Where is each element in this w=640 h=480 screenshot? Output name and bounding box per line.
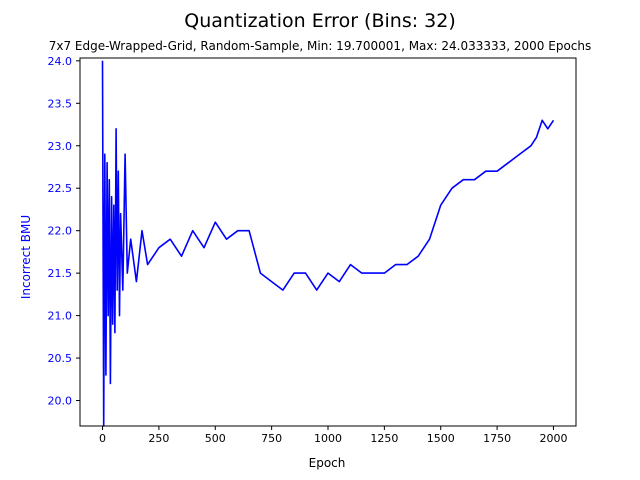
y-tick-label: 22.5 [48, 182, 73, 195]
y-tick-label: 21.5 [48, 267, 73, 280]
x-tick-label: 750 [261, 432, 282, 445]
y-tick-label: 23.0 [48, 140, 73, 153]
y-tick-label: 20.0 [48, 395, 73, 408]
axis-ticks: 0 250 500 750 1000 1250 1500 1750 2000 20.0 20.5 21… [48, 55, 568, 445]
chart-title: Quantization Error (Bins: 32) [184, 10, 456, 32]
y-axis-label: Incorrect BMU [19, 215, 33, 299]
x-axis-label: Epoch [309, 456, 346, 470]
x-tick-label: 1500 [427, 432, 455, 445]
x-tick-label: 500 [205, 432, 226, 445]
plot-area: 0 250 500 750 1000 1250 1500 1750 2000 20.0 20.5 21… [48, 55, 577, 445]
series-line-incorrect-bmu [101, 60, 555, 427]
x-tick-label: 2000 [539, 432, 567, 445]
x-tick-label: 1750 [483, 432, 511, 445]
y-tick-label: 24.0 [48, 55, 73, 68]
x-tick-label: 1000 [314, 432, 342, 445]
axes-frame [79, 57, 577, 427]
y-tick-label: 22.0 [48, 225, 73, 238]
x-tick-label: 0 [99, 432, 106, 445]
x-tick-label: 250 [148, 432, 169, 445]
y-tick-label: 20.5 [48, 352, 73, 365]
chart-subtitle: 7x7 Edge-Wrapped-Grid, Random-Sample, Mi… [49, 39, 592, 53]
y-tick-label: 21.0 [48, 310, 73, 323]
y-tick-label: 23.5 [48, 97, 73, 110]
x-tick-label: 1250 [370, 432, 398, 445]
